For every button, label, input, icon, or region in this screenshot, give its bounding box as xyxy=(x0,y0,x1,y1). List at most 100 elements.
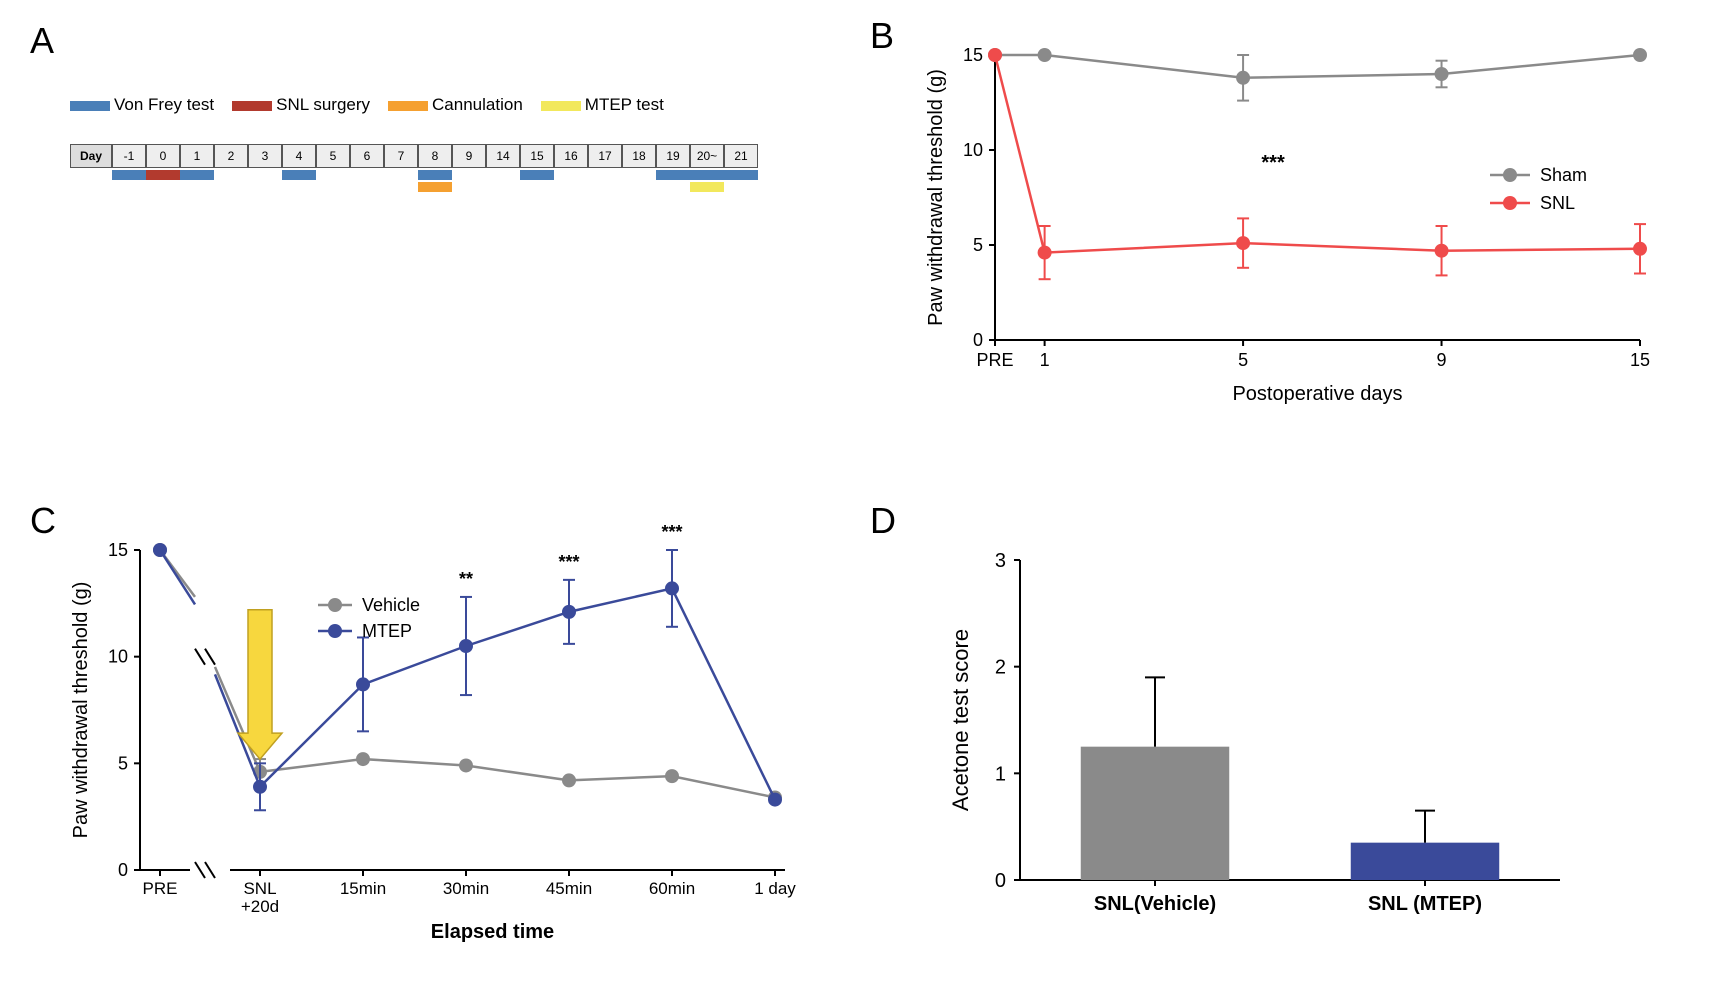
legend-swatch xyxy=(541,101,581,111)
timeline-days-right: 14151617181920~21 xyxy=(486,144,758,168)
day-cell: 8 xyxy=(418,144,452,168)
svg-text:PRE: PRE xyxy=(976,350,1013,370)
svg-text:SNL (MTEP): SNL (MTEP) xyxy=(1368,893,1482,915)
legend-label: MTEP test xyxy=(585,95,664,114)
panel-a-timeline: Von Frey test SNL surgery Cannulation MTEP … xyxy=(70,95,710,193)
day-cell: 3 xyxy=(248,144,282,168)
legend-label: Von Frey test xyxy=(114,95,214,114)
event-bar xyxy=(282,170,316,180)
panel-c-chart: 051015PRESNL+20d15min30min45min60min1 da… xyxy=(65,530,805,950)
timeline-bars-left-row1 xyxy=(70,170,486,180)
panel-d-chart: 0 1 2 3 Acetone test score SNL(Vehicle) SNL (M… xyxy=(940,540,1580,940)
event-bar xyxy=(656,170,690,180)
svg-text:Paw withdrawal threshold (g): Paw withdrawal threshold (g) xyxy=(925,69,947,326)
panel-d-svg: 0 1 2 3 Acetone test score SNL(Vehicle) SNL (M… xyxy=(940,540,1580,940)
panel-label-a: A xyxy=(30,20,54,62)
svg-text:Elapsed time: Elapsed time xyxy=(431,921,554,943)
svg-text:5: 5 xyxy=(973,235,983,255)
svg-text:Acetone test score: Acetone test score xyxy=(948,629,973,811)
svg-text:+20d: +20d xyxy=(241,897,279,916)
day-cell: 16 xyxy=(554,144,588,168)
timeline-bars-left-row2 xyxy=(70,182,486,192)
day-header-cell: Day xyxy=(70,144,112,168)
timeline-days-left: Day-10123456789 xyxy=(70,144,486,168)
svg-text:Paw withdrawal threshold (g): Paw withdrawal threshold (g) xyxy=(70,582,92,839)
panel-label-b: B xyxy=(870,15,894,57)
svg-text:15min: 15min xyxy=(340,879,386,898)
svg-text:Sham: Sham xyxy=(1540,165,1587,185)
legend-item: SNL surgery xyxy=(232,95,370,115)
svg-text:**: ** xyxy=(459,569,473,589)
svg-text:9: 9 xyxy=(1437,350,1447,370)
panel-label-d: D xyxy=(870,500,896,542)
event-bar xyxy=(690,182,724,192)
day-cell: 0 xyxy=(146,144,180,168)
svg-text:5: 5 xyxy=(1238,350,1248,370)
panel-c-svg: 051015PRESNL+20d15min30min45min60min1 da… xyxy=(65,530,805,950)
day-cell: 1 xyxy=(180,144,214,168)
event-bar xyxy=(520,170,554,180)
legend-swatch xyxy=(232,101,272,111)
svg-text:1 day: 1 day xyxy=(754,879,796,898)
svg-text:15: 15 xyxy=(1630,350,1650,370)
event-bar xyxy=(180,170,214,180)
event-bar xyxy=(112,170,146,180)
timeline-bars-right-row1 xyxy=(486,170,758,180)
svg-text:0: 0 xyxy=(973,330,983,350)
day-cell: 5 xyxy=(316,144,350,168)
svg-text:15: 15 xyxy=(108,540,128,560)
day-cell: 17 xyxy=(588,144,622,168)
day-cell: 2 xyxy=(214,144,248,168)
day-cell: 21 xyxy=(724,144,758,168)
svg-text:Postoperative days: Postoperative days xyxy=(1232,383,1402,405)
day-cell: 6 xyxy=(350,144,384,168)
svg-text:30min: 30min xyxy=(443,879,489,898)
svg-text:***: *** xyxy=(661,522,682,542)
svg-text:SNL: SNL xyxy=(1540,193,1575,213)
day-cell: 4 xyxy=(282,144,316,168)
svg-text:SNL(Vehicle): SNL(Vehicle) xyxy=(1094,893,1216,915)
timeline-container: Day-10123456789 14151617181920~21 xyxy=(70,143,710,193)
svg-text:***: *** xyxy=(558,552,579,572)
event-bar xyxy=(146,170,180,180)
svg-text:2: 2 xyxy=(995,657,1006,679)
svg-text:PRE: PRE xyxy=(143,879,178,898)
day-cell: 19 xyxy=(656,144,690,168)
svg-text:60min: 60min xyxy=(649,879,695,898)
svg-text:SNL: SNL xyxy=(243,879,276,898)
svg-text:3: 3 xyxy=(995,550,1006,572)
legend-swatch xyxy=(70,101,110,111)
legend-item: Von Frey test xyxy=(70,95,214,115)
svg-text:1: 1 xyxy=(1040,350,1050,370)
day-cell: 9 xyxy=(452,144,486,168)
day-cell: 15 xyxy=(520,144,554,168)
svg-text:0: 0 xyxy=(118,860,128,880)
svg-text:5: 5 xyxy=(118,753,128,773)
panel-b-chart: 051015PRE15915Postoperative daysPaw with… xyxy=(920,40,1660,410)
legend-swatch xyxy=(388,101,428,111)
timeline-bars-right-row2 xyxy=(486,182,758,192)
day-cell: 18 xyxy=(622,144,656,168)
svg-text:0: 0 xyxy=(995,870,1006,892)
legend-label: SNL surgery xyxy=(276,95,370,114)
panel-label-c: C xyxy=(30,500,56,542)
svg-text:***: *** xyxy=(1261,152,1285,174)
day-cell: -1 xyxy=(112,144,146,168)
event-bar xyxy=(418,170,452,180)
day-cell: 14 xyxy=(486,144,520,168)
svg-text:Vehicle: Vehicle xyxy=(362,595,420,615)
legend-label: Cannulation xyxy=(432,95,523,114)
day-cell: 7 xyxy=(384,144,418,168)
legend-item: MTEP test xyxy=(541,95,664,115)
event-bar xyxy=(418,182,452,192)
svg-text:10: 10 xyxy=(108,647,128,667)
svg-text:10: 10 xyxy=(963,140,983,160)
panel-a-legend: Von Frey test SNL surgery Cannulation MTEP … xyxy=(70,95,710,115)
legend-item: Cannulation xyxy=(388,95,523,115)
svg-text:15: 15 xyxy=(963,45,983,65)
panel-b-svg: 051015PRE15915Postoperative daysPaw with… xyxy=(920,40,1660,410)
event-bar xyxy=(724,170,758,180)
day-cell: 20~ xyxy=(690,144,724,168)
event-bar xyxy=(690,170,724,180)
svg-text:1: 1 xyxy=(995,763,1006,785)
